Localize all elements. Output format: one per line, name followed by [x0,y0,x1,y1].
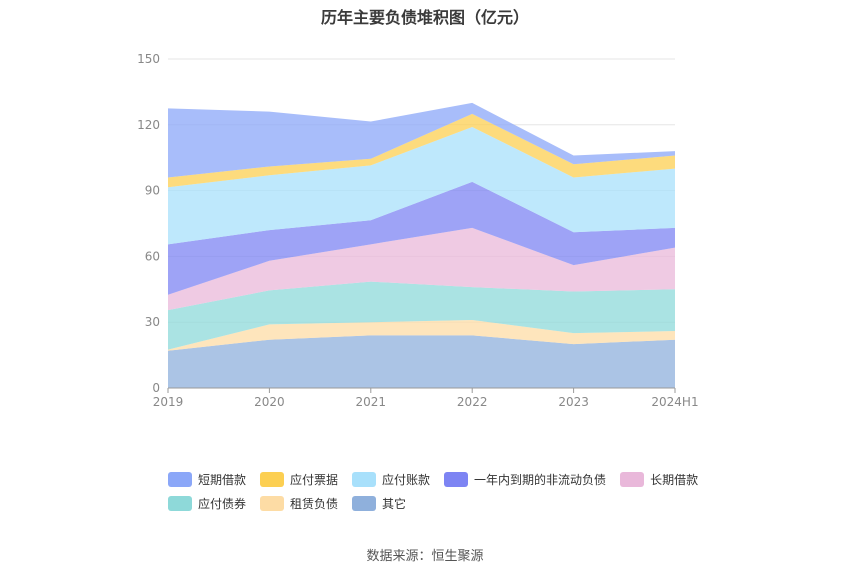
area-series [168,113,675,188]
legend-label: 应付票据 [290,472,339,487]
legend-label: 应付债券 [198,496,247,511]
x-tick-label: 2023 [558,395,589,409]
legend-item[interactable]: 其它 [352,494,406,512]
x-tick-label: 2020 [254,395,285,409]
data-source: 数据来源：恒生聚源 [366,549,484,564]
legend-item[interactable]: 应付账款 [352,470,430,488]
area-series [168,181,675,295]
y-tick-label: 0 [152,381,160,395]
x-tick-label: 2022 [457,395,488,409]
area-series [168,320,675,351]
chart-legend: 短期借款 应付票据 应付账款 一年内到期的非流动负债 长期借款应付债券 租赁负债 其它 [168,470,728,512]
legend-item[interactable]: 短期借款 [168,470,246,488]
chart-title: 历年主要负债堆积图（亿元） [320,8,529,27]
legend-label: 应付账款 [382,472,431,487]
area-series [168,335,675,388]
legend-item[interactable]: 一年内到期的非流动负债 [444,470,606,488]
stacked-area-chart: 0 30 60 90 120 150 2019 2020 2021 2022 2023 2024H1 [137,52,699,409]
legend-swatch [260,495,285,511]
area-series [168,281,675,350]
legend-item[interactable]: 租赁负债 [260,494,338,512]
legend-item[interactable]: 应付债券 [168,494,246,512]
legend-swatch [444,471,469,487]
legend-swatch [620,471,645,487]
legend-item[interactable]: 长期借款 [620,470,698,488]
legend-label: 一年内到期的非流动负债 [474,472,607,487]
legend-swatch [352,495,377,511]
area-series [168,126,675,245]
legend-item[interactable]: 应付票据 [260,470,338,488]
legend-label: 短期借款 [198,472,247,487]
legend-swatch [168,471,192,487]
y-tick-label: 120 [137,118,160,132]
legend-swatch [352,471,377,487]
legend-swatch [168,495,192,511]
legend-label: 租赁负债 [290,496,339,511]
x-tick-label: 2021 [356,395,387,409]
area-series [168,102,675,178]
x-tick-label: 2024H1 [651,395,698,409]
y-tick-label: 30 [145,315,160,329]
y-tick-label: 150 [137,52,160,66]
y-tick-label: 60 [145,249,160,263]
legend-label: 长期借款 [650,472,699,487]
x-tick-label: 2019 [153,395,184,409]
legend-swatch [260,471,285,487]
area-series [168,227,675,311]
y-tick-label: 90 [145,184,160,198]
legend-label: 其它 [382,496,407,511]
